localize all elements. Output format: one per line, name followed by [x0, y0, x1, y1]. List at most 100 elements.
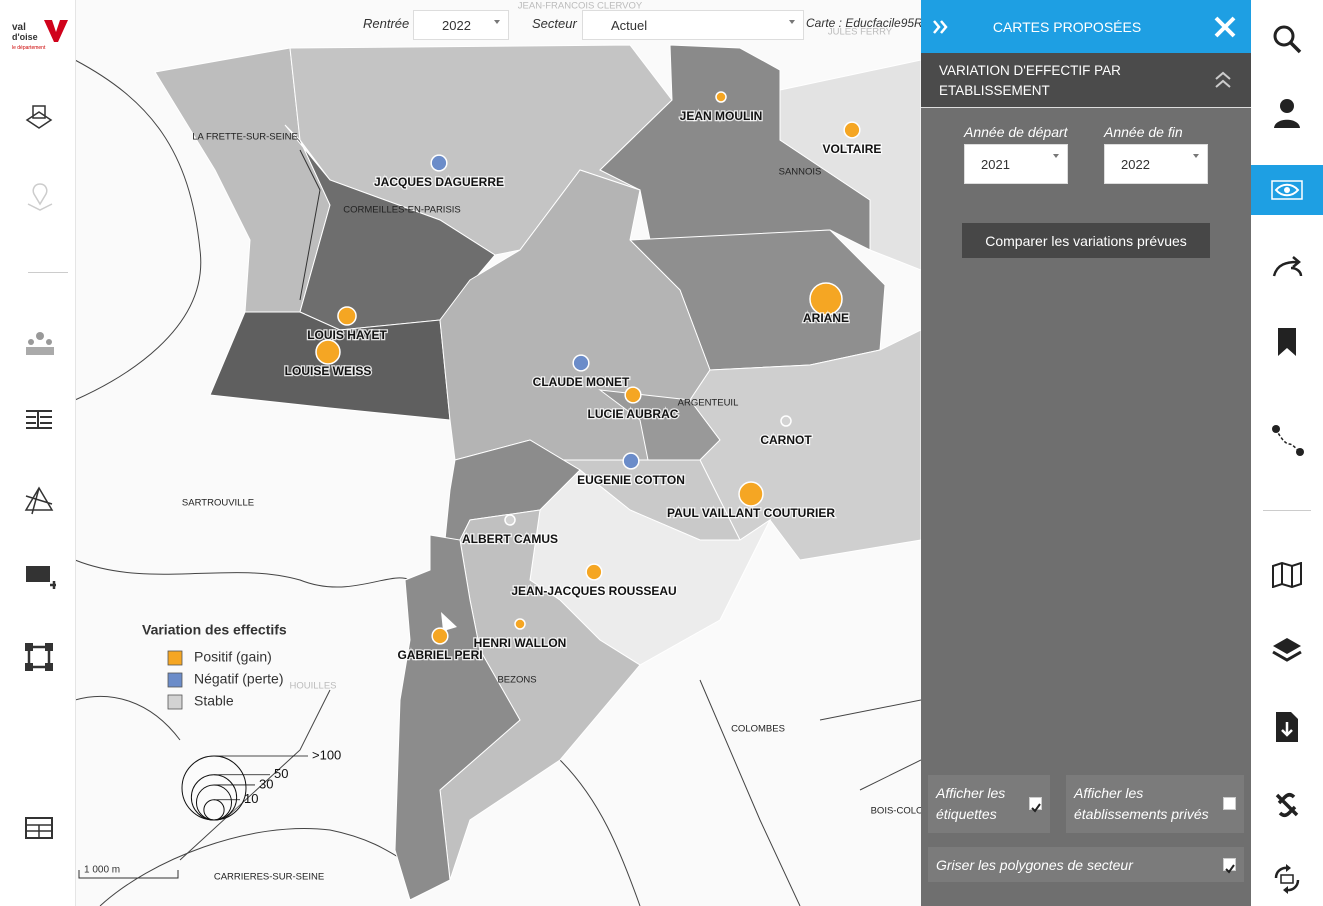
school-label: JEAN-JACQUES ROUSSEAU	[511, 584, 676, 598]
active-tab[interactable]	[1251, 165, 1323, 215]
school-marker	[572, 354, 590, 372]
town-label: HOUILLES	[290, 681, 337, 692]
route-icon[interactable]	[1271, 254, 1305, 280]
panel-header: CARTES PROPOSÉES	[921, 0, 1251, 53]
school-label: PAUL VAILLANT COUTURIER	[667, 506, 835, 520]
bookmark-icon[interactable]	[1277, 327, 1297, 357]
compare-button[interactable]: Comparer les variations prévues	[962, 223, 1210, 258]
chevron-icon[interactable]	[1214, 71, 1232, 89]
map-icon[interactable]	[1272, 562, 1302, 588]
town-label: SARTROUVILLE	[182, 498, 254, 509]
map[interactable]: JEAN-FRANCOIS CLERVOY JULES FERRY LA FRE…	[0, 0, 921, 906]
logo: val d'oise le département	[12, 20, 68, 52]
separator	[1263, 510, 1311, 511]
tool-icon[interactable]	[22, 484, 56, 516]
school-label: ALBERT CAMUS	[462, 532, 558, 546]
school-marker	[337, 306, 357, 326]
legend-swatch	[167, 694, 183, 710]
school-label: EUGENIE COTTON	[577, 473, 685, 487]
tool-icon[interactable]	[26, 182, 54, 212]
logo-text: val	[12, 22, 26, 33]
school-marker	[809, 282, 843, 316]
tool-icon[interactable]	[24, 816, 54, 840]
school-marker	[715, 91, 727, 103]
school-label: LOUIS HAYET	[307, 328, 387, 342]
checkbox[interactable]	[1029, 797, 1042, 813]
size-label: 30	[259, 776, 273, 791]
end-select[interactable]: 2022	[1104, 144, 1208, 184]
river	[299, 149, 321, 301]
school-marker	[315, 339, 341, 365]
roads	[74, 59, 921, 906]
checkbox[interactable]	[1223, 858, 1236, 874]
option[interactable]: Griser les polygones de secteur	[928, 847, 1244, 882]
legend-swatch	[167, 650, 183, 666]
user-icon[interactable]	[1273, 97, 1301, 129]
town-label: CARRIERES-SUR-SEINE	[214, 872, 324, 883]
school-marker	[430, 154, 448, 172]
option-label: Afficher les établissements privés	[1074, 785, 1209, 822]
checkmark	[1031, 803, 1041, 813]
secteur-select[interactable]: Actuel	[582, 10, 804, 40]
school-label: ARIANE	[803, 311, 849, 325]
section-title: VARIATION D'EFFECTIF PAR ETABLISSEMENT	[939, 63, 1121, 98]
bg-label: JEAN-FRANCOIS CLERVOY	[518, 1, 643, 12]
logo-mark	[44, 20, 68, 42]
eye-icon	[1271, 180, 1303, 200]
option[interactable]: Afficher les étiquettes	[928, 775, 1050, 833]
size-label: 10	[244, 791, 258, 806]
label: Rentrée	[363, 16, 410, 31]
scale-label: 1 000 m	[84, 865, 120, 876]
school-label: VOLTAIRE	[823, 142, 882, 156]
tool-icon[interactable]	[24, 408, 54, 430]
close-icon[interactable]	[1214, 16, 1236, 38]
town-label: SANNOIS	[779, 167, 822, 178]
option-label: Afficher les étiquettes	[936, 785, 1006, 822]
school-marker	[622, 452, 640, 470]
town-label: ARGENTEUIL	[678, 398, 739, 409]
right-toolbar	[1251, 0, 1323, 906]
collapse-icon[interactable]	[933, 20, 949, 34]
tool-icon[interactable]	[24, 100, 54, 130]
school-label: LOUISE WEISS	[285, 364, 372, 378]
label: Année de fin	[1104, 124, 1183, 140]
option[interactable]: Afficher les établissements privés	[1066, 775, 1244, 833]
unlink-icon[interactable]	[1273, 791, 1301, 819]
search-icon[interactable]	[1272, 24, 1302, 54]
town-label: BEZONS	[497, 675, 536, 686]
label: Année de départ	[964, 124, 1068, 140]
rentree-select[interactable]: 2022	[413, 10, 509, 40]
tool-icon[interactable]	[24, 642, 54, 672]
left-sidebar: val d'oise le département	[0, 0, 76, 906]
town-label: CORMEILLES-EN-PARISIS	[343, 205, 461, 216]
school-marker	[585, 563, 603, 581]
scale-bar: 1 000 m	[78, 865, 179, 879]
layers-icon[interactable]	[1272, 636, 1302, 666]
checkbox[interactable]	[1223, 797, 1236, 810]
school-label: HENRI WALLON	[474, 636, 567, 650]
path-icon[interactable]	[1271, 424, 1305, 458]
town-label: BOIS-COLO	[871, 806, 921, 817]
tool-icon[interactable]	[24, 563, 56, 591]
refresh-icon[interactable]	[1271, 864, 1303, 894]
section-header[interactable]: VARIATION D'EFFECTIF PAR ETABLISSEMENT	[921, 53, 1251, 108]
school-marker	[738, 481, 764, 507]
legend: Variation des effectifs Positif (gain) Né…	[142, 622, 341, 821]
legend-label: Positif (gain)	[194, 649, 272, 665]
school-marker	[514, 618, 526, 630]
town-label: COLOMBES	[731, 724, 785, 735]
size-circle	[203, 799, 225, 821]
school-label: CARNOT	[760, 433, 812, 447]
tool-icon[interactable]	[24, 330, 56, 356]
school-marker	[504, 514, 516, 526]
start-select[interactable]: 2021	[964, 144, 1068, 184]
school-marker	[780, 415, 792, 427]
label: Secteur	[532, 16, 577, 31]
download-icon[interactable]	[1275, 711, 1299, 743]
option-label: Griser les polygones de secteur	[936, 857, 1133, 873]
schools: JEAN MOULIN VOLTAIRE JACQUES DAGUERRE LOUIS…	[283, 91, 883, 663]
legend-title: Variation des effectifs	[142, 622, 287, 638]
map-name: Carte : Educfacile95R	[806, 16, 921, 30]
legend-label: Négatif (perte)	[194, 671, 283, 687]
legend-swatch	[167, 672, 183, 688]
